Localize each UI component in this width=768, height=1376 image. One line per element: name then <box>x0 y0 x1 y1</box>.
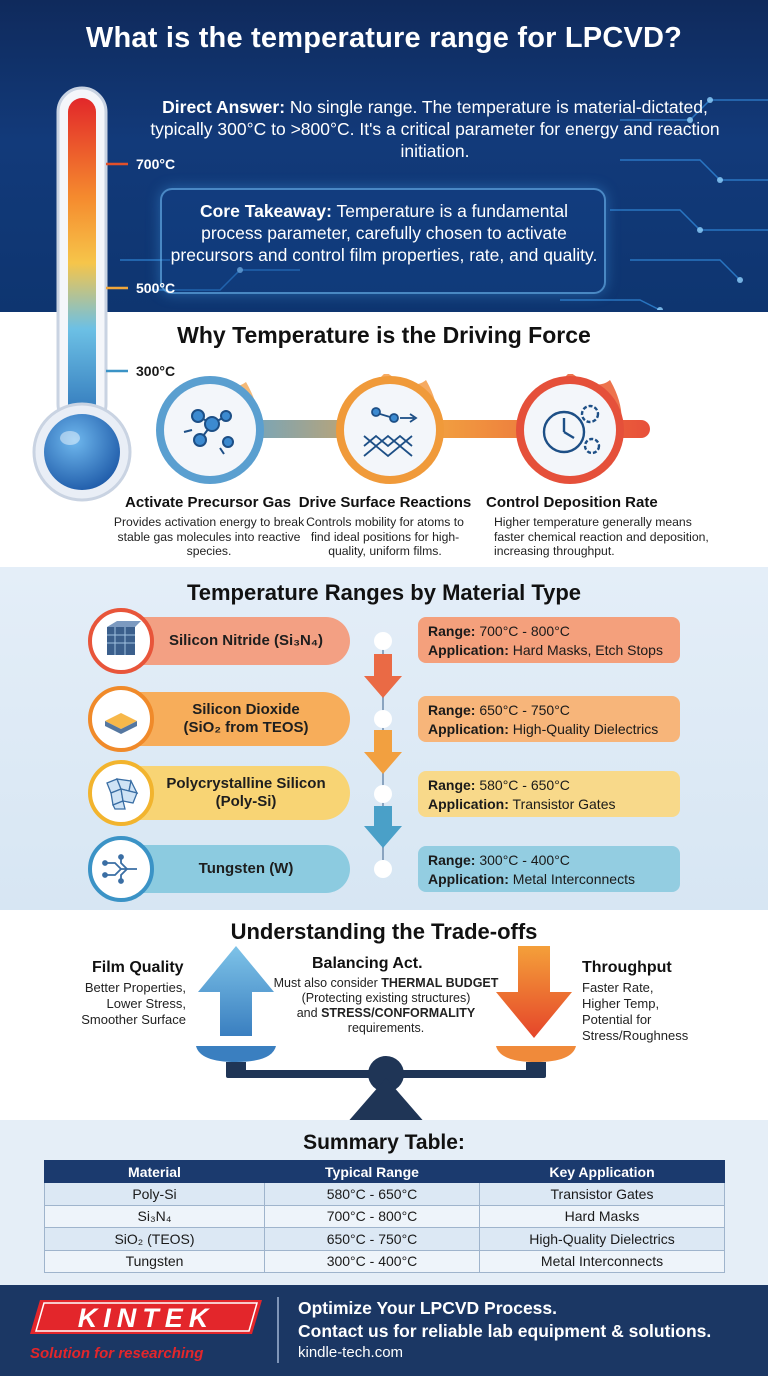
crystal-cube-icon <box>88 608 154 674</box>
col-key-application: Key Application <box>479 1160 725 1183</box>
range-box-polysilicon: Range: 580°C - 650°C Application: Transi… <box>418 771 680 817</box>
col-material: Material <box>44 1160 265 1183</box>
driving-force-flow <box>156 374 650 484</box>
force-item-1-desc: Provides activation energy to break stab… <box>113 515 305 558</box>
film-quality-heading: Film Quality <box>92 959 184 976</box>
material-dot-3 <box>374 785 392 803</box>
molecule-icon <box>183 409 234 455</box>
footer-tagline: Solution for researching <box>30 1345 204 1362</box>
range-box-nitride: Range: 700°C - 800°C Application: Hard M… <box>418 617 680 663</box>
core-takeaway: Core Takeaway: Temperature is a fundamen… <box>168 200 600 266</box>
footer-cta: Optimize Your LPCVD Process. Contact us … <box>298 1298 712 1341</box>
direct-answer-text: No single range. The temperature is mate… <box>150 97 720 161</box>
col-typical-range: Typical Range <box>264 1160 480 1183</box>
footer-divider <box>277 1297 279 1363</box>
lattice-icon <box>363 407 418 458</box>
force-item-2-title: Drive Surface Reactions <box>298 494 472 511</box>
table-header-row: Material Typical Range Key Application <box>44 1160 725 1183</box>
force-item-3-title: Control Deposition Rate <box>486 494 658 511</box>
takeaway-box <box>160 188 606 294</box>
materials-arrow-track <box>364 640 402 860</box>
summary-title: Summary Table: <box>303 1131 465 1154</box>
svg-text:KINTEK: KINTEK <box>78 1303 215 1333</box>
footer-website-link[interactable]: kindle-tech.com <box>298 1344 404 1361</box>
materials-title: Temperature Ranges by Material Type <box>186 580 582 605</box>
force-item-3-desc: Higher temperature generally means faste… <box>494 515 709 558</box>
table-row: Tungsten 300°C - 400°C Metal Interconnects <box>44 1249 725 1273</box>
range-box-tungsten: Range: 300°C - 400°C Application: Metal … <box>418 846 680 892</box>
film-quality-text: Better Properties, Lower Stress, Smoothe… <box>81 980 186 1027</box>
material-dot-1 <box>374 632 392 650</box>
table-row: Poly-Si 580°C - 650°C Transistor Gates <box>44 1182 725 1206</box>
tradeoffs-title: Understanding the Trade-offs <box>230 919 538 944</box>
balancing-act-text: Must also consider THERMAL BUDGET (Prote… <box>273 976 499 1035</box>
clock-gear-icon <box>542 404 601 455</box>
temp-mark-500: 500°C <box>136 280 176 296</box>
temp-mark-700: 700°C <box>136 156 176 172</box>
summary-table: Material Typical Range Key Application P… <box>44 1160 725 1273</box>
takeaway-label: Core Takeaway: <box>199 201 332 221</box>
thermometer-icon: 700°C 500°C 300°C <box>28 86 188 506</box>
circuit-background <box>120 97 768 310</box>
throughput-text: Faster Rate, Higher Temp, Potential for … <box>582 980 689 1043</box>
layer-icon <box>88 686 154 752</box>
kintek-logo[interactable]: KINTEK <box>30 1300 262 1334</box>
direct-answer-label: Direct Answer: <box>162 97 286 117</box>
temp-mark-300: 300°C <box>136 363 176 379</box>
range-box-dioxide: Range: 650°C - 750°C Application: High-Q… <box>418 696 680 742</box>
table-row: Si₃N₄ 700°C - 800°C Hard Masks <box>44 1204 725 1228</box>
balancing-act-heading: Balancing Act. <box>312 955 423 972</box>
direct-answer: Direct Answer: No single range. The temp… <box>140 96 730 162</box>
driving-force-title: Why Temperature is the Driving Force <box>177 322 591 348</box>
balance-scale-icon <box>196 946 576 1124</box>
throughput-heading: Throughput <box>582 959 672 976</box>
table-row: SiO₂ (TEOS) 650°C - 750°C High-Quality Die… <box>44 1227 725 1251</box>
force-item-2-desc: Controls mobility for atoms to find idea… <box>306 515 464 558</box>
takeaway-text: Temperature is a fundamental process par… <box>170 201 598 265</box>
material-dot-2 <box>374 710 392 728</box>
header-banner: What is the temperature range for LPCVD? <box>0 0 768 312</box>
page-title: What is the temperature range for LPCVD? <box>85 22 683 54</box>
grains-icon <box>88 760 154 826</box>
material-dot-4 <box>374 860 392 878</box>
force-item-1-title: Activate Precursor Gas <box>125 494 291 511</box>
circuit-icon <box>88 836 154 902</box>
